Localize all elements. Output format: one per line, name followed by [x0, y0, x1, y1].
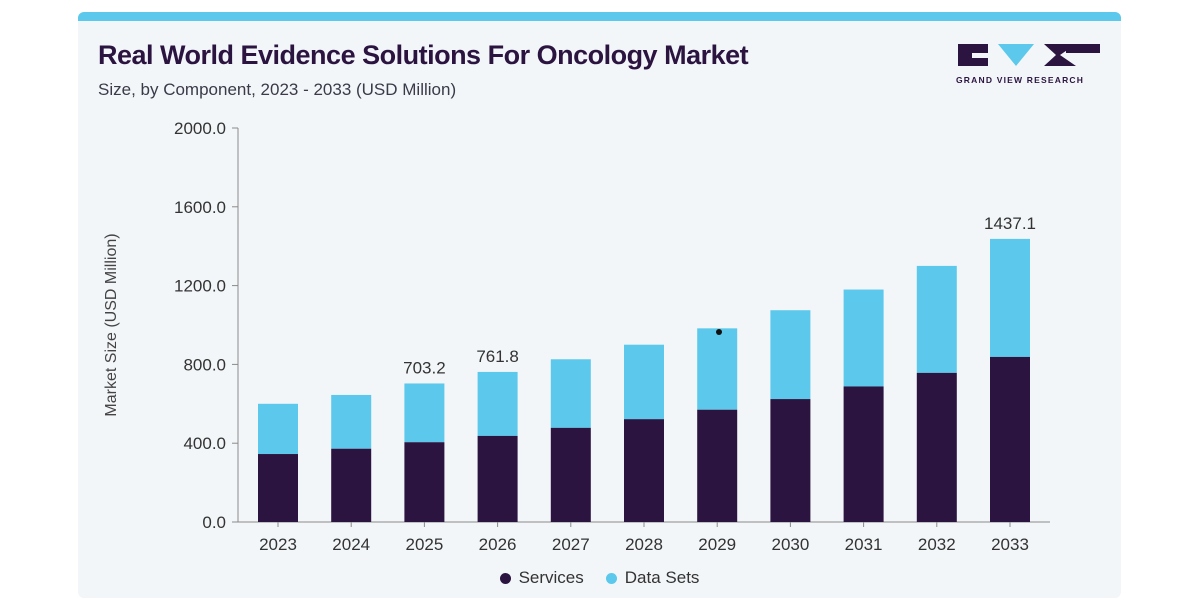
x-tick-label-2029: 2029: [698, 535, 736, 554]
bar-services-2029: [697, 409, 738, 522]
bar-data-sets-2024: [331, 394, 372, 449]
bar-services-2024: [331, 448, 372, 522]
bar-services-2032: [916, 372, 957, 522]
bar-data-sets-2025: [404, 383, 445, 443]
x-tick-label-2025: 2025: [405, 535, 443, 554]
bar-data-sets-2032: [916, 265, 957, 373]
stacked-bar-chart: 2023 2024 2025 2026 2027 2028 2029 2030 2031 2032…: [103, 119, 1050, 554]
bar-services-2033: [990, 356, 1030, 522]
bar-services-2031: [843, 386, 884, 522]
y-tick-label: 800.0: [183, 355, 226, 374]
chart-bars: [258, 238, 1030, 522]
bar-services-2025: [404, 442, 445, 522]
data-labels: 703.2 761.8 1437.1: [403, 214, 1036, 378]
legend-item-data-sets: Data Sets: [605, 568, 700, 588]
y-tick-label: 1600.0: [174, 198, 226, 217]
y-axis-label: Market Size (USD Million): [103, 233, 120, 416]
x-tick-label-2030: 2030: [771, 535, 809, 554]
y-tick-label: 0.0: [202, 513, 226, 532]
y-tick-label: 1200.0: [174, 277, 226, 296]
data-label-2033: 1437.1: [984, 214, 1036, 233]
logo-text: GRAND VIEW RESEARCH: [956, 75, 1085, 85]
bar-data-sets-2027: [550, 359, 591, 428]
bar-data-sets-2031: [843, 289, 884, 387]
x-tick-label-2028: 2028: [625, 535, 663, 554]
legend-label-services: Services: [518, 568, 584, 587]
bar-data-sets-2028: [624, 344, 664, 420]
legend-item-services: Services: [499, 568, 584, 588]
data-label-2025: 703.2: [403, 358, 446, 377]
legend-swatch-data-sets: [605, 572, 617, 584]
marker-dot: [716, 329, 722, 335]
bar-data-sets-2033: [990, 238, 1030, 357]
legend-label-data-sets: Data Sets: [624, 568, 700, 587]
bar-data-sets-2030: [770, 310, 811, 400]
data-label-2026: 761.8: [476, 347, 519, 366]
bar-services-2023: [258, 454, 298, 522]
chart-card: Real World Evidence Solutions For Oncolo…: [78, 12, 1121, 598]
grand-view-research-logo-icon: [958, 44, 1100, 66]
legend: Services Data Sets: [78, 568, 1121, 588]
x-tick-label-2033: 2033: [991, 535, 1029, 554]
y-tick-label: 2000.0: [174, 119, 226, 138]
bar-data-sets-2023: [258, 403, 298, 455]
x-tick-labels: 2023 2024 2025 2026 2027 2028 2029 2030 2031 2032…: [259, 522, 1029, 554]
bar-data-sets-2029: [697, 328, 738, 410]
x-tick-label-2027: 2027: [552, 535, 590, 554]
x-tick-label-2024: 2024: [332, 535, 370, 554]
bar-data-sets-2026: [477, 371, 518, 436]
bar-services-2030: [770, 399, 811, 522]
chart-title: Real World Evidence Solutions For Oncolo…: [98, 40, 749, 70]
x-tick-label-2032: 2032: [918, 535, 956, 554]
accent-strip: [78, 12, 1121, 21]
bar-services-2026: [477, 435, 518, 522]
bar-services-2028: [624, 419, 664, 522]
y-tick-labels: 0.0 400.0 800.0 1200.0 1600.0 2000.0: [174, 119, 238, 532]
x-tick-label-2026: 2026: [479, 535, 517, 554]
y-tick-label: 400.0: [183, 434, 226, 453]
chart-subtitle: Size, by Component, 2023 - 2033 (USD Mil…: [98, 80, 457, 99]
legend-swatch-services: [499, 572, 511, 584]
x-tick-label-2031: 2031: [845, 535, 883, 554]
x-tick-label-2023: 2023: [259, 535, 297, 554]
bar-services-2027: [550, 427, 591, 522]
